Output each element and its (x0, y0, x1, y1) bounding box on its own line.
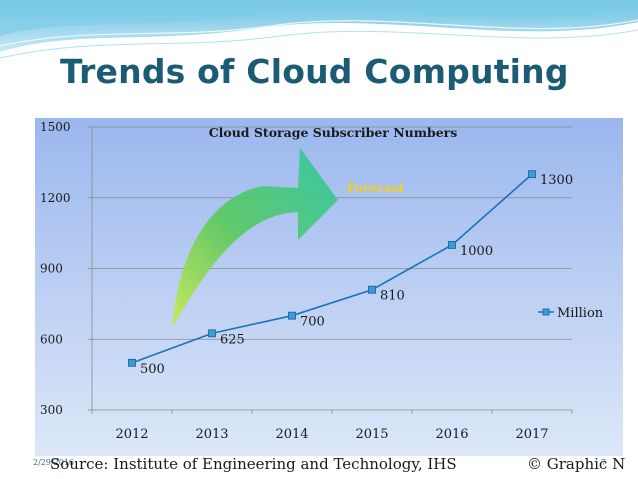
y-tick-label-1200: 1200 (40, 191, 71, 205)
data-label-2014: 700 (300, 315, 325, 330)
data-point-2013 (208, 329, 216, 338)
legend-label: Million (557, 306, 604, 321)
data-point-2014 (288, 311, 296, 320)
chart-legend: Million (538, 306, 604, 321)
x-tick-label-2015: 2015 (355, 427, 388, 442)
chart-title: Cloud Storage Subscriber Numbers (209, 125, 458, 140)
footer-page-number: 7 (601, 458, 607, 467)
x-tick-label-2016: 2016 (435, 427, 468, 442)
series-million: 500 625 700 810 1000 1300 (128, 170, 573, 377)
y-tick-label-900: 900 (40, 262, 63, 276)
x-tick-label-2014: 2014 (275, 427, 308, 442)
chart-area-background (35, 118, 623, 456)
data-label-2015: 810 (380, 289, 405, 304)
footer-date: 2/29/2016 (33, 458, 75, 467)
forecast-label: Forecast (346, 181, 405, 195)
y-axis: 300 600 900 1200 1500 (40, 120, 93, 417)
legend-marker-swatch (542, 308, 550, 316)
x-tick-label-2012: 2012 (115, 427, 148, 442)
series-line (131, 173, 533, 364)
data-label-2012: 500 (140, 362, 165, 377)
data-point-2012 (128, 358, 136, 367)
y-tick-label-600: 600 (40, 332, 63, 346)
footer-source: Source: Institute of Engineering and Tec… (50, 455, 457, 473)
x-tick-label-2013: 2013 (195, 427, 228, 442)
x-tick-label-2017: 2017 (515, 427, 548, 442)
data-label-2017: 1300 (540, 173, 573, 188)
data-label-2013: 625 (220, 332, 245, 347)
footer-credit: © Graphic N (527, 455, 626, 473)
y-tick-label-1500: 1500 (40, 120, 71, 134)
y-tick-label-300: 300 (40, 403, 63, 417)
slide-title: Trends of Cloud Computing (60, 52, 569, 91)
data-point-2017 (528, 170, 536, 179)
data-label-2016: 1000 (460, 244, 493, 259)
forecast-arrow (172, 148, 338, 328)
x-axis: 2012 2013 2014 2015 2016 2017 (91, 410, 573, 442)
data-point-2015 (368, 285, 376, 294)
data-point-2016 (448, 241, 456, 249)
